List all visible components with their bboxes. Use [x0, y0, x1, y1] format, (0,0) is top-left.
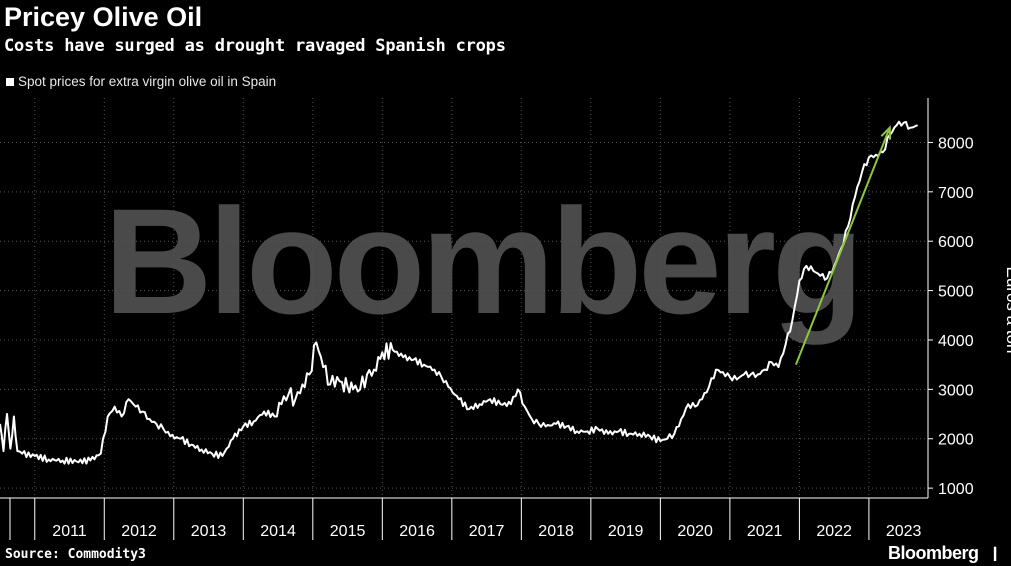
- legend-label: Spot prices for extra virgin olive oil i…: [18, 74, 277, 89]
- x-tick-label: 2023: [886, 523, 922, 540]
- y-tick-label: 6000: [938, 234, 974, 251]
- annotations: [794, 125, 892, 366]
- chart-title: Pricey Olive Oil: [4, 2, 203, 32]
- x-tick-label: 2022: [816, 523, 852, 540]
- x-tick-label: 2013: [191, 523, 227, 540]
- brand-logo: Bloomberg: [888, 543, 979, 563]
- chart-icon: ▎: [994, 547, 1004, 561]
- y-tick-label: 8000: [938, 135, 974, 152]
- x-tick-label: 2016: [399, 523, 435, 540]
- x-tick-label: 2011: [52, 523, 87, 540]
- trend-arrow-shaft: [794, 127, 891, 366]
- y-tick-label: 7000: [938, 185, 974, 202]
- y-tick-label: 3000: [938, 382, 974, 399]
- series-group: [0, 120, 918, 465]
- x-tick-label: 2019: [608, 523, 644, 540]
- x-tick-label: 2018: [538, 523, 574, 540]
- x-tick-label: 2012: [121, 523, 157, 540]
- source-note: Source: Commodity3: [5, 547, 146, 562]
- grid: [0, 98, 928, 498]
- chart-subtitle: Costs have surged as drought ravaged Spa…: [4, 36, 506, 56]
- axes: 1000 2000 3000 4000 5000 6000 7000 8000 2011 2012…: [0, 98, 974, 540]
- x-tick-label: 2015: [330, 523, 366, 540]
- trend-arrow-head: [880, 125, 892, 140]
- x-tick-label: 2017: [469, 523, 505, 540]
- legend-swatch: [6, 77, 14, 86]
- x-tick-label: 2021: [747, 523, 783, 540]
- y-tick-label: 5000: [938, 284, 974, 301]
- y-tick-label: 1000: [938, 481, 974, 498]
- series-line: [0, 120, 918, 465]
- x-tick-label: 2020: [677, 523, 713, 540]
- x-tick-label: 2014: [260, 523, 296, 540]
- legend: Spot prices for extra virgin olive oil i…: [6, 74, 276, 89]
- y-tick-label: 2000: [938, 432, 974, 449]
- y-tick-label: 4000: [938, 333, 974, 350]
- y-axis-title: Euros a ton: [1003, 266, 1011, 354]
- watermark: Bloomberg: [104, 177, 864, 345]
